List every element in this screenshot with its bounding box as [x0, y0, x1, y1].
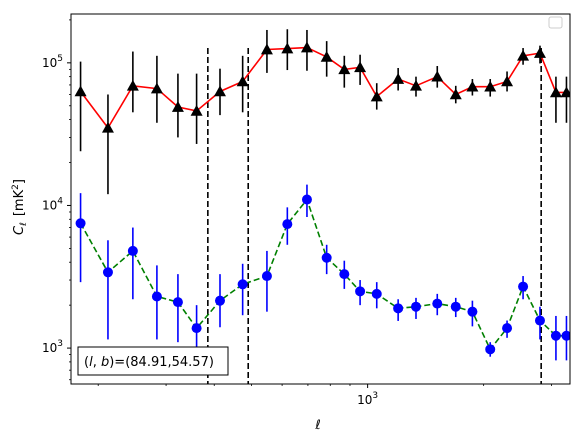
series-1-point [150, 82, 163, 94]
series-1-point [449, 88, 462, 100]
axes: 103 104 105 103 [42, 13, 571, 407]
svg-text:Cℓ[mK2]: Cℓ[mK2] [11, 179, 29, 235]
series-2-point [393, 303, 404, 314]
x-tick-label: 103 [357, 391, 378, 407]
series-1-point [517, 49, 530, 61]
series-1-point [281, 42, 294, 54]
series-1-point [533, 47, 546, 58]
series-2-line [79, 197, 567, 351]
plot-marks [74, 29, 570, 384]
series-1-point [236, 75, 249, 87]
position-annotation: (l, b)=(84.91,54.57) [77, 346, 229, 376]
series-1-point [431, 70, 444, 82]
series-1-point [354, 61, 367, 73]
plot-area [74, 29, 570, 384]
axes-frame [70, 13, 571, 385]
series-1-point [466, 80, 479, 92]
series-1-point [74, 85, 87, 97]
series-1-point [171, 101, 184, 112]
series-1-point [338, 63, 351, 75]
series-2-point [282, 219, 293, 230]
y-tick-label: 104 [42, 196, 63, 212]
series-1 [74, 29, 570, 195]
series-1-point [320, 50, 333, 62]
y-tick-label: 105 [42, 54, 63, 70]
series-1-point [190, 104, 203, 116]
series-2-point [355, 286, 366, 297]
series-1-point [549, 86, 562, 98]
series-1-point [501, 75, 514, 87]
series-2-point [339, 269, 350, 280]
series-2-point [172, 297, 183, 308]
series-1-point [260, 43, 273, 55]
series-2-point [127, 245, 138, 256]
series-1-point [101, 121, 114, 133]
series-2-point [467, 306, 478, 317]
series-2-point [261, 271, 272, 282]
series-2-point [371, 288, 382, 299]
annotation-box [77, 346, 229, 376]
y-tick-label: 103 [42, 339, 63, 355]
series-1-point [392, 73, 405, 84]
series-2-point [321, 252, 332, 263]
series-2-point [502, 323, 513, 334]
series-2-point [450, 301, 461, 312]
series-1-point [370, 90, 383, 102]
series-2 [75, 184, 570, 361]
x-axis-label: ℓ [314, 418, 320, 433]
series-2-point [301, 194, 312, 205]
series-2-point [237, 279, 248, 290]
series-1-point [484, 80, 497, 92]
series-1-point [126, 79, 139, 91]
series-2-point [518, 281, 529, 292]
series-2-point [534, 315, 545, 326]
series-2-point [432, 298, 443, 309]
series-2-point [151, 291, 162, 302]
series-2-point [485, 344, 496, 355]
series-1-point [213, 85, 226, 97]
series-2-point [410, 301, 421, 312]
series-1-point [300, 41, 313, 53]
legend-box [548, 16, 563, 29]
y-axis-label: Cℓ[mK2] [11, 179, 29, 235]
series-2-point [214, 295, 225, 306]
series-1-point [560, 86, 570, 98]
series-2-point [75, 218, 86, 229]
series-2-point [191, 323, 202, 334]
svg-text:(l, b)=(84.91,54.57): (l, b)=(84.91,54.57) [84, 355, 214, 370]
series-2-point [550, 330, 561, 341]
series-2-point [561, 330, 570, 341]
series-1-point [409, 79, 422, 91]
series-2-point [102, 267, 113, 278]
